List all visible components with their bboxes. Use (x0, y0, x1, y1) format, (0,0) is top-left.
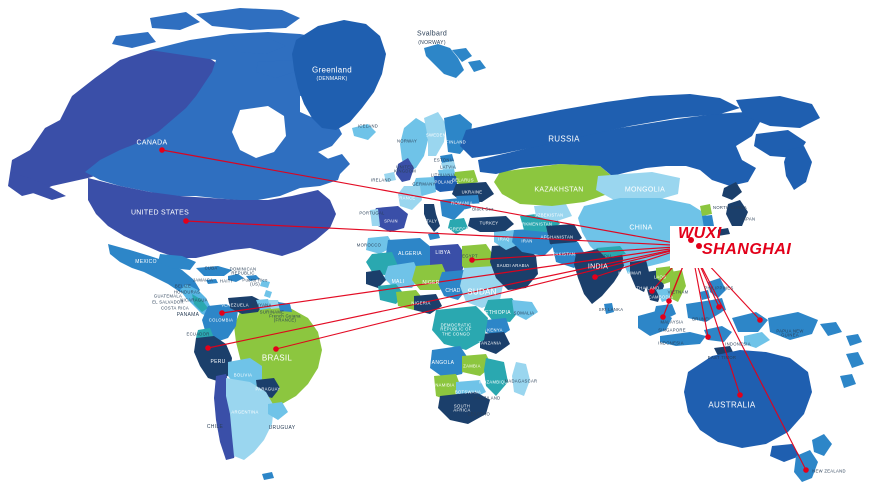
location-dot-philippines (716, 304, 722, 310)
location-dot-vietnam (666, 298, 672, 304)
location-dot-thailand (649, 288, 655, 294)
location-dot-indonesia-java (705, 334, 711, 340)
connection-line-peru (207, 245, 692, 349)
location-dot-malaysia (660, 314, 666, 320)
greenland (292, 20, 386, 140)
destination-dots (159, 147, 809, 473)
location-dot-canada (159, 147, 165, 153)
oceania (684, 350, 832, 482)
connection-line-canada (161, 149, 692, 247)
africa (366, 236, 538, 424)
connection-line-brasil (275, 245, 692, 350)
south-america (194, 296, 322, 480)
connection-line-egypt (471, 245, 692, 261)
location-dot-colombia (219, 310, 225, 316)
location-dot-peru (205, 345, 211, 351)
location-dot-egypt (469, 257, 475, 263)
connection-line-australia (690, 245, 741, 396)
connection-line-united-states (185, 220, 692, 247)
location-dot-indonesia-east (757, 317, 763, 323)
location-dot-australia (737, 392, 743, 398)
location-dot-united-states (183, 218, 189, 224)
europe (370, 112, 514, 240)
hub-label-backdrop (670, 226, 718, 268)
connection-line-new-zealand (690, 245, 807, 471)
svalbard (424, 44, 486, 78)
location-dot-brasil (273, 346, 279, 352)
location-dot-new-zealand (803, 467, 809, 473)
connection-line-colombia (221, 245, 692, 314)
location-dot-india (592, 274, 598, 280)
